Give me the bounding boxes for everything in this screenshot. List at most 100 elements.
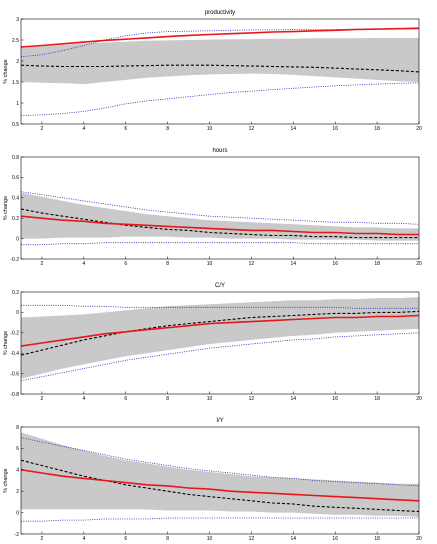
series-line-solid-red bbox=[21, 314, 419, 347]
x-tick-label: 4 bbox=[82, 536, 85, 542]
series-line-solid-red bbox=[21, 27, 419, 48]
plot-area bbox=[21, 432, 419, 522]
plot-area bbox=[21, 191, 419, 246]
x-tick-label: 12 bbox=[249, 536, 255, 542]
chart-title: C/Y bbox=[215, 283, 225, 289]
x-tick-label: 18 bbox=[374, 261, 380, 267]
confidence-band bbox=[21, 192, 419, 241]
y-tick-label: -0.2 bbox=[10, 257, 19, 263]
series-line-solid-red bbox=[21, 215, 419, 236]
x-tick-label: 2 bbox=[41, 261, 44, 267]
x-tick-label: 2 bbox=[41, 536, 44, 542]
x-tick-label: 14 bbox=[291, 396, 297, 402]
x-tick-label: 18 bbox=[374, 126, 380, 132]
x-tick-label: 10 bbox=[207, 536, 213, 542]
y-axis-label: % change bbox=[3, 196, 9, 220]
x-tick-label: 14 bbox=[291, 126, 297, 132]
chart-title: hours bbox=[212, 148, 227, 154]
x-tick-label: 6 bbox=[124, 536, 127, 542]
y-axis-label: % change bbox=[3, 59, 9, 83]
y-tick-label: 1.5 bbox=[12, 80, 19, 86]
series-line-dotted-blue-lower bbox=[21, 517, 419, 522]
y-tick-label: 0 bbox=[16, 236, 19, 242]
x-tick-label: 6 bbox=[124, 261, 127, 267]
y-tick-label: 0 bbox=[16, 510, 19, 516]
y-tick-label: 2 bbox=[16, 489, 19, 495]
y-tick-label: 2 bbox=[16, 59, 19, 65]
x-tick-label: 18 bbox=[374, 396, 380, 402]
y-tick-label: 0.6 bbox=[12, 175, 19, 181]
series-line-dotted-blue-upper bbox=[21, 304, 419, 309]
x-tick-label: 4 bbox=[82, 126, 85, 132]
x-tick-label: 2 bbox=[41, 126, 44, 132]
series-line-dotted-blue-lower bbox=[21, 332, 419, 382]
y-tick-label: -0.2 bbox=[10, 331, 19, 337]
plot-area bbox=[21, 27, 419, 116]
x-tick-label: 16 bbox=[332, 261, 338, 267]
x-tick-label: 16 bbox=[332, 536, 338, 542]
y-tick-label: 6 bbox=[16, 446, 19, 452]
y-tick-label: -0.4 bbox=[10, 351, 19, 357]
y-axis-label: % change bbox=[3, 331, 9, 355]
y-tick-label: 0.2 bbox=[12, 290, 19, 296]
x-tick-label: 20 bbox=[416, 396, 422, 402]
x-tick-label: 2 bbox=[41, 396, 44, 402]
x-tick-label: 4 bbox=[82, 396, 85, 402]
confidence-band bbox=[21, 37, 419, 85]
axes-frame bbox=[20, 156, 420, 260]
series-line-dashed-black bbox=[21, 64, 419, 73]
x-tick-label: 10 bbox=[207, 396, 213, 402]
confidence-band bbox=[21, 432, 419, 517]
y-axis-label: % change bbox=[3, 468, 9, 492]
x-tick-label: 16 bbox=[332, 396, 338, 402]
axes-frame bbox=[20, 291, 420, 395]
y-tick-label: 0.4 bbox=[12, 196, 19, 202]
x-tick-label: 6 bbox=[124, 396, 127, 402]
x-tick-label: 18 bbox=[374, 536, 380, 542]
series-line-dashed-black bbox=[21, 208, 419, 239]
axes-frame bbox=[20, 18, 420, 125]
y-tick-label: -2 bbox=[15, 532, 20, 538]
series-line-dotted-blue-lower bbox=[21, 82, 419, 116]
x-tick-label: 10 bbox=[207, 261, 213, 267]
y-tick-label: -0.8 bbox=[10, 392, 19, 398]
x-tick-label: 20 bbox=[416, 536, 422, 542]
chart-title: productivity bbox=[205, 10, 235, 16]
chart-panel-2: hours % change 2 4 6 8 10 12 14 16 18 20 -0.2 0 0.2 0.4… bbox=[3, 148, 422, 267]
series-line-dashed-black bbox=[21, 310, 419, 356]
x-tick-label: 14 bbox=[291, 261, 297, 267]
y-tick-label: 3 bbox=[16, 17, 19, 23]
chart-title: I/Y bbox=[216, 418, 223, 424]
chart-panel-4: I/Y % change 2 4 6 8 10 12 14 16 18 20 -2 0 2 4 6 8 bbox=[3, 418, 422, 542]
x-tick-label: 16 bbox=[332, 126, 338, 132]
x-tick-label: 8 bbox=[166, 536, 169, 542]
y-tick-label: 0 bbox=[16, 310, 19, 316]
y-tick-label: -0.6 bbox=[10, 371, 19, 377]
series-line-dashed-black bbox=[21, 459, 419, 513]
y-tick-label: 8 bbox=[16, 425, 19, 431]
y-tick-label: 4 bbox=[16, 468, 19, 474]
series-line-solid-red bbox=[21, 469, 419, 502]
x-tick-label: 4 bbox=[82, 261, 85, 267]
x-tick-label: 20 bbox=[416, 261, 422, 267]
y-tick-label: 0.8 bbox=[12, 155, 19, 161]
y-tick-label: 0.5 bbox=[12, 122, 19, 128]
x-tick-label: 8 bbox=[166, 396, 169, 402]
plot-area bbox=[21, 297, 419, 382]
axes-frame bbox=[20, 426, 420, 535]
series-line-dotted-blue-upper bbox=[21, 437, 419, 487]
x-tick-label: 14 bbox=[291, 536, 297, 542]
x-tick-label: 20 bbox=[416, 126, 422, 132]
series-line-dotted-blue-lower bbox=[21, 242, 419, 246]
x-tick-label: 10 bbox=[207, 126, 213, 132]
x-tick-label: 6 bbox=[124, 126, 127, 132]
y-tick-label: 2.5 bbox=[12, 38, 19, 44]
x-tick-label: 12 bbox=[249, 396, 255, 402]
x-tick-label: 8 bbox=[166, 126, 169, 132]
y-tick-label: 1 bbox=[16, 101, 19, 107]
series-line-dotted-blue-upper bbox=[21, 191, 419, 225]
x-tick-label: 12 bbox=[249, 261, 255, 267]
x-tick-label: 8 bbox=[166, 261, 169, 267]
